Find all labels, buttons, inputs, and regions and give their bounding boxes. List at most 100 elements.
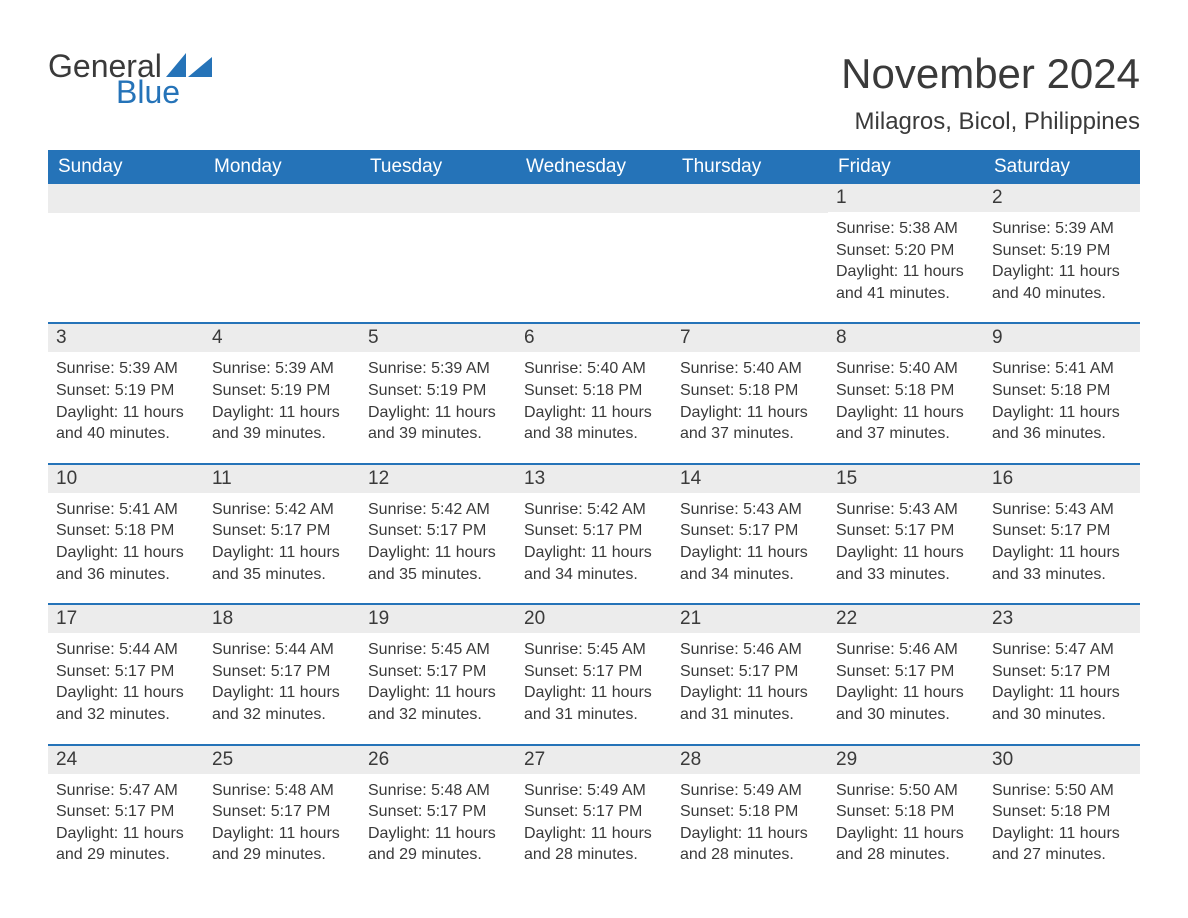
day-number: 17 <box>48 605 204 633</box>
day-number: 6 <box>516 324 672 352</box>
day-content: Sunrise: 5:43 AMSunset: 5:17 PMDaylight:… <box>984 493 1140 589</box>
sunrise-text: Sunrise: 5:39 AM <box>992 218 1132 240</box>
day-content: Sunrise: 5:48 AMSunset: 5:17 PMDaylight:… <box>204 774 360 870</box>
day-content: Sunrise: 5:42 AMSunset: 5:17 PMDaylight:… <box>516 493 672 589</box>
day-number: 20 <box>516 605 672 633</box>
daylight-text: Daylight: 11 hours and 35 minutes. <box>212 542 352 585</box>
day-cell: 22Sunrise: 5:46 AMSunset: 5:17 PMDayligh… <box>828 605 984 729</box>
day-content: Sunrise: 5:48 AMSunset: 5:17 PMDaylight:… <box>360 774 516 870</box>
day-cell: 15Sunrise: 5:43 AMSunset: 5:17 PMDayligh… <box>828 465 984 589</box>
daylight-text: Daylight: 11 hours and 38 minutes. <box>524 402 664 445</box>
week-row: 24 Sunrise: 5:47 AM Sunset: 5:17 PM Dayligh… <box>48 744 1140 870</box>
sunrise-text: Sunrise: 5:42 AM <box>212 499 352 521</box>
daylight-text: Daylight: 11 hours and 32 minutes. <box>56 682 196 725</box>
sunset-text: Sunset: 5:17 PM <box>212 801 352 823</box>
sunrise-text: Sunrise: 5:47 AM <box>56 780 196 802</box>
day-number: 27 <box>516 746 672 774</box>
day-number: 24 <box>48 746 204 774</box>
day-cell <box>204 184 360 308</box>
daylight-text: Daylight: 11 hours and 39 minutes. <box>212 402 352 445</box>
daylight-text: Daylight: 11 hours and 41 minutes. <box>836 261 976 304</box>
day-content: Sunrise: 5:40 AMSunset: 5:18 PMDaylight:… <box>828 352 984 448</box>
daylight-text: Daylight: 11 hours and 39 minutes. <box>368 402 508 445</box>
daylight-text: Daylight: 11 hours and 31 minutes. <box>680 682 820 725</box>
day-cell: 13Sunrise: 5:42 AMSunset: 5:17 PMDayligh… <box>516 465 672 589</box>
daylight-text: Daylight: 11 hours and 33 minutes. <box>992 542 1132 585</box>
day-content: Sunrise: 5:41 AMSunset: 5:18 PMDaylight:… <box>984 352 1140 448</box>
day-cell <box>672 184 828 308</box>
day-content: Sunrise: 5:40 AMSunset: 5:18 PMDaylight:… <box>516 352 672 448</box>
day-content: Sunrise: 5:39 AMSunset: 5:19 PMDaylight:… <box>984 212 1140 308</box>
title-block: November 2024 Milagros, Bicol, Philippin… <box>841 50 1140 136</box>
sunset-text: Sunset: 5:18 PM <box>56 520 196 542</box>
day-content: Sunrise: 5:47 AMSunset: 5:17 PMDaylight:… <box>984 633 1140 729</box>
day-cell: 5Sunrise: 5:39 AMSunset: 5:19 PMDaylight… <box>360 324 516 448</box>
day-cell: 24Sunrise: 5:47 AMSunset: 5:17 PMDayligh… <box>48 746 204 870</box>
day-number: 28 <box>672 746 828 774</box>
sunrise-text: Sunrise: 5:40 AM <box>680 358 820 380</box>
day-content: Sunrise: 5:44 AMSunset: 5:17 PMDaylight:… <box>48 633 204 729</box>
day-cell: 14Sunrise: 5:43 AMSunset: 5:17 PMDayligh… <box>672 465 828 589</box>
sunset-text: Sunset: 5:19 PM <box>212 380 352 402</box>
sunset-text: Sunset: 5:17 PM <box>212 661 352 683</box>
daylight-text: Daylight: 11 hours and 29 minutes. <box>368 823 508 866</box>
day-number-empty <box>360 184 516 213</box>
daylight-text: Daylight: 11 hours and 32 minutes. <box>212 682 352 725</box>
daylight-text: Daylight: 11 hours and 35 minutes. <box>368 542 508 585</box>
day-number: 30 <box>984 746 1140 774</box>
sunset-text: Sunset: 5:19 PM <box>368 380 508 402</box>
day-content: Sunrise: 5:49 AMSunset: 5:18 PMDaylight:… <box>672 774 828 870</box>
day-cell: 2Sunrise: 5:39 AMSunset: 5:19 PMDaylight… <box>984 184 1140 308</box>
daylight-text: Daylight: 11 hours and 28 minutes. <box>524 823 664 866</box>
daylight-text: Daylight: 11 hours and 37 minutes. <box>680 402 820 445</box>
daylight-text: Daylight: 11 hours and 34 minutes. <box>680 542 820 585</box>
sunrise-text: Sunrise: 5:42 AM <box>524 499 664 521</box>
day-content: Sunrise: 5:45 AMSunset: 5:17 PMDaylight:… <box>516 633 672 729</box>
day-number: 7 <box>672 324 828 352</box>
sunrise-text: Sunrise: 5:44 AM <box>212 639 352 661</box>
day-cell: 6Sunrise: 5:40 AMSunset: 5:18 PMDaylight… <box>516 324 672 448</box>
sunrise-text: Sunrise: 5:43 AM <box>992 499 1132 521</box>
day-content: Sunrise: 5:50 AMSunset: 5:18 PMDaylight:… <box>984 774 1140 870</box>
day-cell: 28Sunrise: 5:49 AMSunset: 5:18 PMDayligh… <box>672 746 828 870</box>
day-number: 29 <box>828 746 984 774</box>
dow-cell: Friday <box>828 150 984 184</box>
day-cell: 19Sunrise: 5:45 AMSunset: 5:17 PMDayligh… <box>360 605 516 729</box>
day-number: 22 <box>828 605 984 633</box>
dow-cell: Tuesday <box>360 150 516 184</box>
day-cell: 7 Sunrise: 5:40 AMSunset: 5:18 PMDaylight… <box>672 324 828 448</box>
sunrise-text: Sunrise: 5:45 AM <box>524 639 664 661</box>
sunset-text: Sunset: 5:17 PM <box>212 520 352 542</box>
day-cell <box>48 184 204 308</box>
day-content: Sunrise: 5:43 AMSunset: 5:17 PMDaylight:… <box>672 493 828 589</box>
daylight-text: Daylight: 11 hours and 36 minutes. <box>56 542 196 585</box>
daylight-text: Daylight: 11 hours and 30 minutes. <box>836 682 976 725</box>
day-cell: 27Sunrise: 5:49 AMSunset: 5:17 PMDayligh… <box>516 746 672 870</box>
sunset-text: Sunset: 5:18 PM <box>524 380 664 402</box>
sunrise-text: Sunrise: 5:47 AM <box>992 639 1132 661</box>
day-content: Sunrise: 5:44 AMSunset: 5:17 PMDaylight:… <box>204 633 360 729</box>
day-cell: 17Sunrise: 5:44 AMSunset: 5:17 PMDayligh… <box>48 605 204 729</box>
day-number: 10 <box>48 465 204 493</box>
sunset-text: Sunset: 5:17 PM <box>680 661 820 683</box>
logo-blue-text: Blue <box>116 76 180 108</box>
sunrise-text: Sunrise: 5:43 AM <box>836 499 976 521</box>
sunset-text: Sunset: 5:18 PM <box>836 380 976 402</box>
dow-cell: Thursday <box>672 150 828 184</box>
sunset-text: Sunset: 5:18 PM <box>680 380 820 402</box>
day-content: Sunrise: 5:42 AMSunset: 5:17 PMDaylight:… <box>204 493 360 589</box>
day-content: Sunrise: 5:43 AMSunset: 5:17 PMDaylight:… <box>828 493 984 589</box>
day-number: 1 <box>828 184 984 212</box>
daylight-text: Daylight: 11 hours and 30 minutes. <box>992 682 1132 725</box>
day-number: 19 <box>360 605 516 633</box>
header: General Blue November 2024 Milagros, Bic… <box>48 50 1140 136</box>
day-number: 16 <box>984 465 1140 493</box>
day-number-empty <box>672 184 828 213</box>
day-cell: 8Sunrise: 5:40 AMSunset: 5:18 PMDaylight… <box>828 324 984 448</box>
day-content: Sunrise: 5:41 AMSunset: 5:18 PMDaylight:… <box>48 493 204 589</box>
sunset-text: Sunset: 5:19 PM <box>56 380 196 402</box>
sunset-text: Sunset: 5:18 PM <box>680 801 820 823</box>
sunrise-text: Sunrise: 5:45 AM <box>368 639 508 661</box>
daylight-text: Daylight: 11 hours and 33 minutes. <box>836 542 976 585</box>
day-number-empty <box>516 184 672 213</box>
